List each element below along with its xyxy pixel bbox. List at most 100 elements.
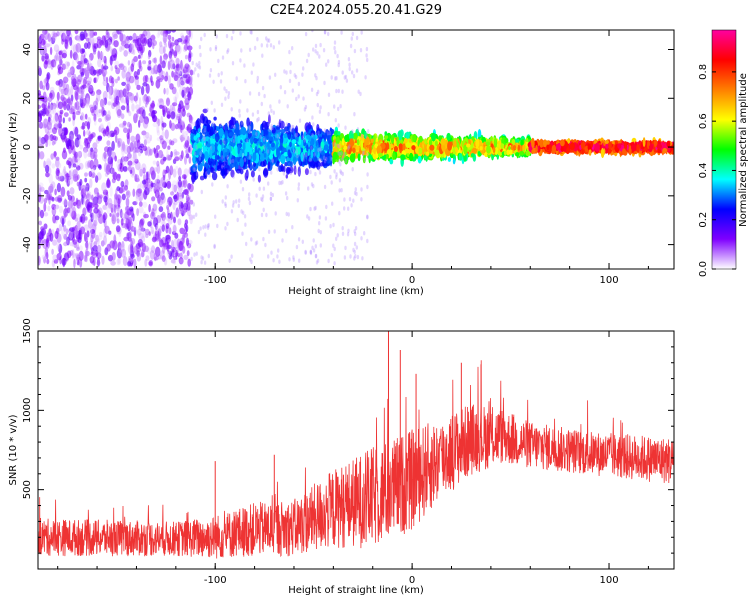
spectrogram-cell: [174, 39, 179, 46]
spectrogram-cell: [147, 55, 151, 60]
spectrogram-cell: [151, 208, 155, 217]
spectrogram-cell: [104, 225, 110, 234]
spectrogram-cell: [285, 122, 289, 127]
spectrogram-cell: [111, 213, 115, 222]
spectrogram-cell: [65, 240, 69, 245]
spectrogram-cell: [81, 68, 87, 73]
spectrogram-cell: [46, 73, 50, 83]
spectrogram-cell: [318, 170, 322, 175]
spectrogram-cell: [59, 58, 63, 66]
spectrogram-cell: [91, 214, 95, 220]
spectrogram-cell: [108, 94, 112, 100]
spectrogram-cell: [145, 96, 150, 105]
spectrogram-cell: [61, 257, 67, 266]
spectrogram-cell: [282, 171, 286, 176]
spectrogram-cell: [343, 255, 347, 260]
spectrogram-cell: [142, 60, 147, 65]
spectrogram-cell: [188, 77, 193, 85]
spectrogram-cell: [174, 151, 180, 156]
spectrogram-cell: [59, 205, 63, 214]
spectrogram-cell: [134, 154, 138, 162]
spectrogram-cell: [508, 149, 513, 155]
spectrogram-cell: [221, 55, 225, 60]
spectrogram-cell: [184, 188, 190, 196]
spectrogram-cell: [99, 194, 103, 199]
spectrogram-cell: [139, 226, 145, 232]
spectrogram-cell: [333, 104, 336, 109]
spectrogram-cell: [302, 66, 305, 71]
spectrogram-cell: [71, 156, 76, 166]
spectrogram-cell: [305, 58, 309, 64]
spectrogram-cell: [466, 143, 471, 148]
spectrogram-cell: [116, 212, 120, 218]
spectrogram-cell: [55, 158, 60, 168]
spectrogram-cell: [105, 30, 109, 35]
spectrogram-cell: [109, 240, 115, 249]
spectrogram-cell: [56, 253, 62, 261]
spectrogram-cell: [160, 213, 165, 218]
spectrogram-cell: [119, 32, 124, 42]
spectrogram-cell: [163, 36, 167, 43]
spectrogram-cell: [66, 72, 72, 78]
spectrogram-cell: [138, 206, 144, 214]
spectrogram-cell: [512, 145, 517, 150]
spectrogram-cell: [248, 192, 251, 197]
spectrogram-cell: [405, 131, 410, 139]
spectrogram-cell: [60, 89, 66, 98]
spectrogram-cell: [240, 126, 246, 134]
spectrogram-cell: [155, 145, 161, 150]
spectrogram-cell: [132, 213, 135, 222]
spectrogram-cell: [318, 215, 322, 220]
spectrogram-cell: [63, 198, 67, 207]
spectrogram-cell: [180, 80, 185, 86]
spectrogram-cell: [189, 199, 194, 205]
spectrogram-cell: [54, 188, 57, 196]
spectrogram-cell: [150, 226, 154, 235]
spectrogram-cell: [42, 85, 46, 91]
spectrogram-cell: [224, 201, 227, 206]
spectrogram-cell: [257, 91, 261, 97]
spectrogram-cell: [100, 240, 105, 247]
spectrogram-cell: [156, 160, 160, 167]
spectrogram-cell: [396, 136, 400, 147]
spectrogram-cell: [97, 136, 102, 142]
spectrogram-cell: [341, 231, 345, 236]
spectrogram-cell: [75, 165, 81, 171]
spectrogram-cell: [49, 134, 54, 142]
spectrogram-cell: [131, 166, 135, 176]
spectrogram-cell: [563, 145, 567, 153]
spectrogram-cell: [93, 31, 98, 36]
spectrogram-cell: [171, 30, 177, 33]
spectrogram-cell: [209, 68, 213, 73]
spectrogram-cell: [164, 129, 169, 139]
spectrogram-cell: [72, 169, 78, 179]
spectrogram-cell: [48, 104, 55, 115]
spectrogram-cell: [93, 219, 98, 227]
spectrogram-cell: [65, 83, 70, 93]
spectrogram-cell: [188, 53, 192, 63]
spectrogram-cell: [171, 183, 175, 194]
spectrogram-cell: [96, 36, 102, 41]
spectrogram-cell: [38, 239, 44, 246]
spectrogram-cell: [98, 118, 102, 123]
spectrogram-cell: [211, 171, 218, 181]
spectrogram-cell: [111, 167, 115, 174]
spectrogram-cell: [63, 166, 66, 174]
spectrogram-cell: [173, 96, 177, 102]
spectrogram-cell: [175, 165, 179, 170]
spectrogram-cell: [155, 224, 159, 235]
spectrogram-cell: [113, 204, 117, 214]
spectrogram-cell: [80, 91, 85, 100]
spectrogram-cell: [38, 255, 41, 266]
spectrogram-cell: [38, 244, 41, 250]
spectrogram-cell: [116, 218, 120, 224]
spectrogram-cell: [402, 143, 406, 151]
spectrogram-cell: [359, 48, 363, 53]
spectrogram-cell: [259, 134, 262, 140]
spectrogram-cell: [141, 163, 147, 173]
spectrogram-cell: [67, 220, 71, 227]
spectrogram-cell: [153, 184, 156, 190]
spectrogram-cell: [58, 224, 63, 232]
spectrogram-cell: [102, 97, 106, 108]
spectrogram-cell: [69, 174, 74, 179]
